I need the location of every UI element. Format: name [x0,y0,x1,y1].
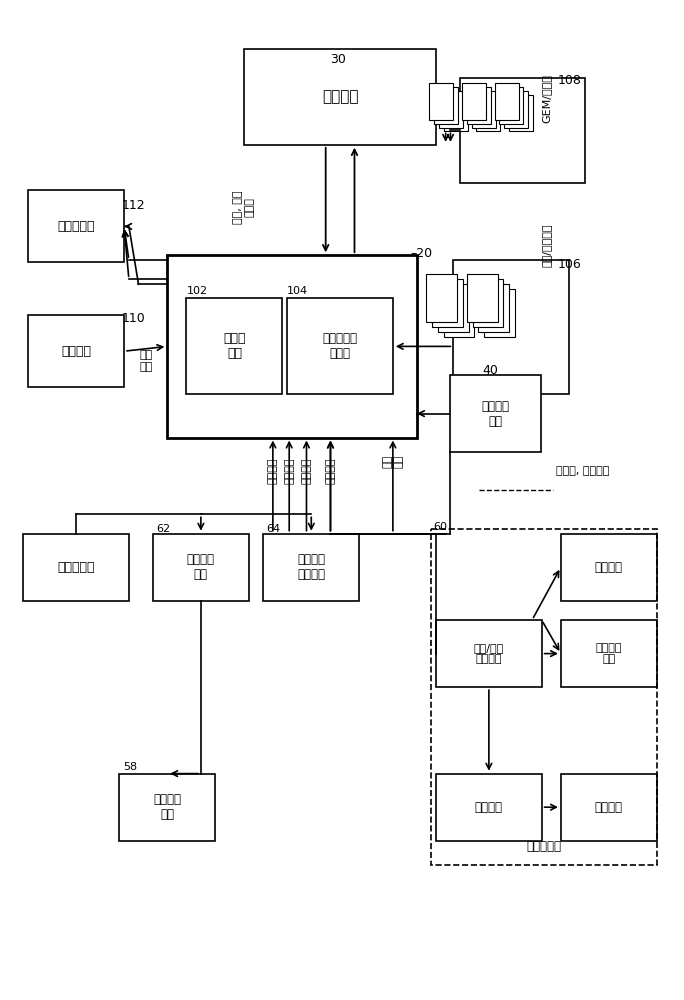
Bar [263,534,359,601]
Text: 指定的应用: 指定的应用 [57,561,95,574]
Text: 配置数据库: 配置数据库 [527,840,562,853]
Text: 过程图形: 过程图形 [595,561,623,574]
Bar [561,620,657,687]
Text: 用户文件: 用户文件 [61,345,91,358]
Bar [436,774,542,841]
Bar [432,279,463,327]
Bar [478,284,509,332]
Text: 60: 60 [433,522,447,532]
Bar [484,289,515,337]
Text: 106: 106 [558,258,582,271]
Bar [462,83,486,120]
Text: 过程工厂
接口: 过程工厂 接口 [482,400,510,428]
Text: 参考文件
帮助主题: 参考文件 帮助主题 [298,553,326,581]
Bar [28,315,124,387]
Text: 仪表盘显示
生成器: 仪表盘显示 生成器 [323,332,358,360]
Text: 64: 64 [266,524,280,534]
Text: 参考数据: 参考数据 [302,458,311,484]
Bar [453,260,568,394]
Text: 30: 30 [330,53,346,66]
Text: 应用数据: 应用数据 [268,458,278,484]
Bar [119,774,215,841]
Text: 用户接口: 用户接口 [322,89,358,104]
Bar [23,534,129,601]
Bar [561,774,657,841]
Bar [476,95,501,131]
Bar [450,375,541,452]
Text: 62: 62 [156,524,170,534]
Text: –20: –20 [410,247,432,260]
Text: 设备图形: 设备图形 [595,801,623,814]
Text: 58: 58 [123,762,137,772]
Bar [466,87,491,124]
Text: 设备/控制
逻辑关系: 设备/控制 逻辑关系 [474,643,504,664]
Bar [430,83,453,120]
Bar [504,91,528,128]
Text: 命令, 详细
选择等: 命令, 详细 选择等 [233,190,255,224]
Text: 用户验证器: 用户验证器 [57,220,95,233]
Text: 控制策略
逻辑: 控制策略 逻辑 [596,643,622,664]
Text: 实时
数据: 实时 数据 [382,455,404,468]
Text: 108: 108 [558,74,582,87]
Bar [466,274,497,322]
Text: 104: 104 [287,286,308,296]
Bar [427,274,457,322]
Text: 102: 102 [187,286,208,296]
Bar [187,298,282,394]
Bar [168,255,417,438]
Bar [434,87,458,124]
Text: GEM/配件库: GEM/配件库 [542,74,551,123]
Text: 配置数据: 配置数据 [326,458,335,484]
Text: 用户
数据: 用户 数据 [140,350,153,372]
Bar [473,279,503,327]
Bar [432,529,657,865]
Text: 设备数据: 设备数据 [475,801,503,814]
Text: 112: 112 [121,199,145,212]
Bar [499,87,523,124]
Bar [444,289,475,337]
Text: 设备数据
历史: 设备数据 历史 [153,793,181,821]
Bar [287,298,393,394]
Bar [28,190,124,262]
Bar [509,95,533,131]
Bar [439,91,463,128]
Text: 主显示
接口: 主显示 接口 [223,332,246,360]
Bar [460,78,585,183]
Text: 历史数据: 历史数据 [284,458,294,484]
Bar [436,620,542,687]
Bar [444,95,468,131]
Bar [495,83,518,120]
Text: 110: 110 [121,312,145,325]
Bar [244,49,436,145]
Text: 控制器, 现场设备: 控制器, 现场设备 [556,466,609,476]
Text: 40: 40 [482,364,498,377]
Bar [471,91,496,128]
Text: 过程参数
历史: 过程参数 历史 [187,553,215,581]
Bar [153,534,249,601]
Text: 显示/仪表盘库: 显示/仪表盘库 [542,224,551,267]
Bar [438,284,469,332]
Bar [561,534,657,601]
